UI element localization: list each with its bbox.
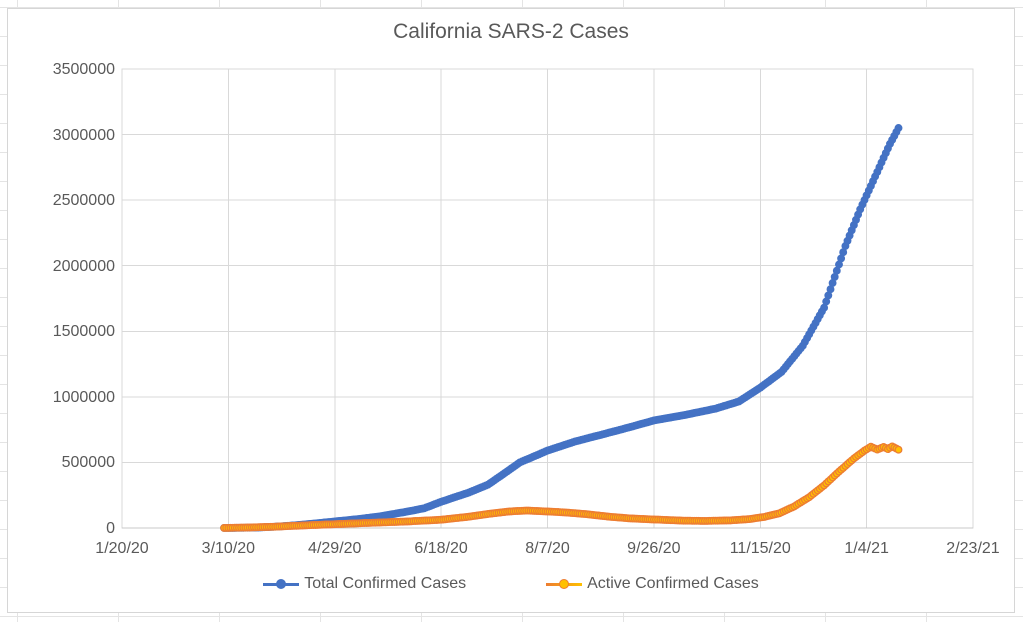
x-axis-tick-label: 8/7/20	[525, 540, 570, 557]
legend-label-total: Total Confirmed Cases	[304, 575, 467, 592]
x-axis-tick-label: 4/29/20	[308, 540, 362, 557]
y-axis-tick-label: 0	[106, 520, 115, 537]
chart-object[interactable]: California SARS-2 Cases 3500000 3000000 25…	[7, 8, 1015, 613]
plot-area	[121, 68, 974, 532]
legend-label-active: Active Confirmed Cases	[587, 575, 759, 592]
y-axis-tick-label: 3500000	[52, 61, 115, 78]
x-axis-tick-label: 11/15/20	[729, 540, 791, 557]
y-axis-tick-label: 3000000	[52, 126, 115, 144]
x-axis-tick-label: 2/23/21	[946, 540, 1000, 557]
legend-item-total-confirmed[interactable]: Total Confirmed Cases	[263, 575, 466, 593]
x-axis-tick-label: 3/10/20	[201, 540, 256, 557]
gridlines	[121, 68, 974, 529]
chart-title: California SARS-2 Cases	[393, 20, 629, 43]
total-series-marker-icon	[263, 579, 300, 589]
total-confirmed-series	[220, 124, 903, 532]
y-axis-tick-label: 1000000	[52, 388, 115, 406]
x-axis-tick-label: 1/20/20	[95, 540, 149, 557]
active-series-marker-icon	[546, 579, 583, 589]
y-axis-tick-label: 500000	[61, 454, 115, 472]
y-axis-tick-label: 2000000	[52, 257, 115, 275]
active-confirmed-series	[220, 442, 903, 532]
y-axis-tick-label: 1500000	[52, 323, 115, 341]
x-axis-tick-label: 9/26/20	[627, 540, 681, 557]
legend: Total Confirmed Cases Active Confirmed C…	[8, 575, 1014, 593]
x-axis-tick-label: 6/18/20	[414, 540, 468, 557]
legend-item-active-confirmed[interactable]: Active Confirmed Cases	[546, 575, 759, 593]
y-axis-tick-label: 2500000	[52, 192, 115, 210]
x-axis-tick-label: 1/4/21	[844, 540, 889, 557]
